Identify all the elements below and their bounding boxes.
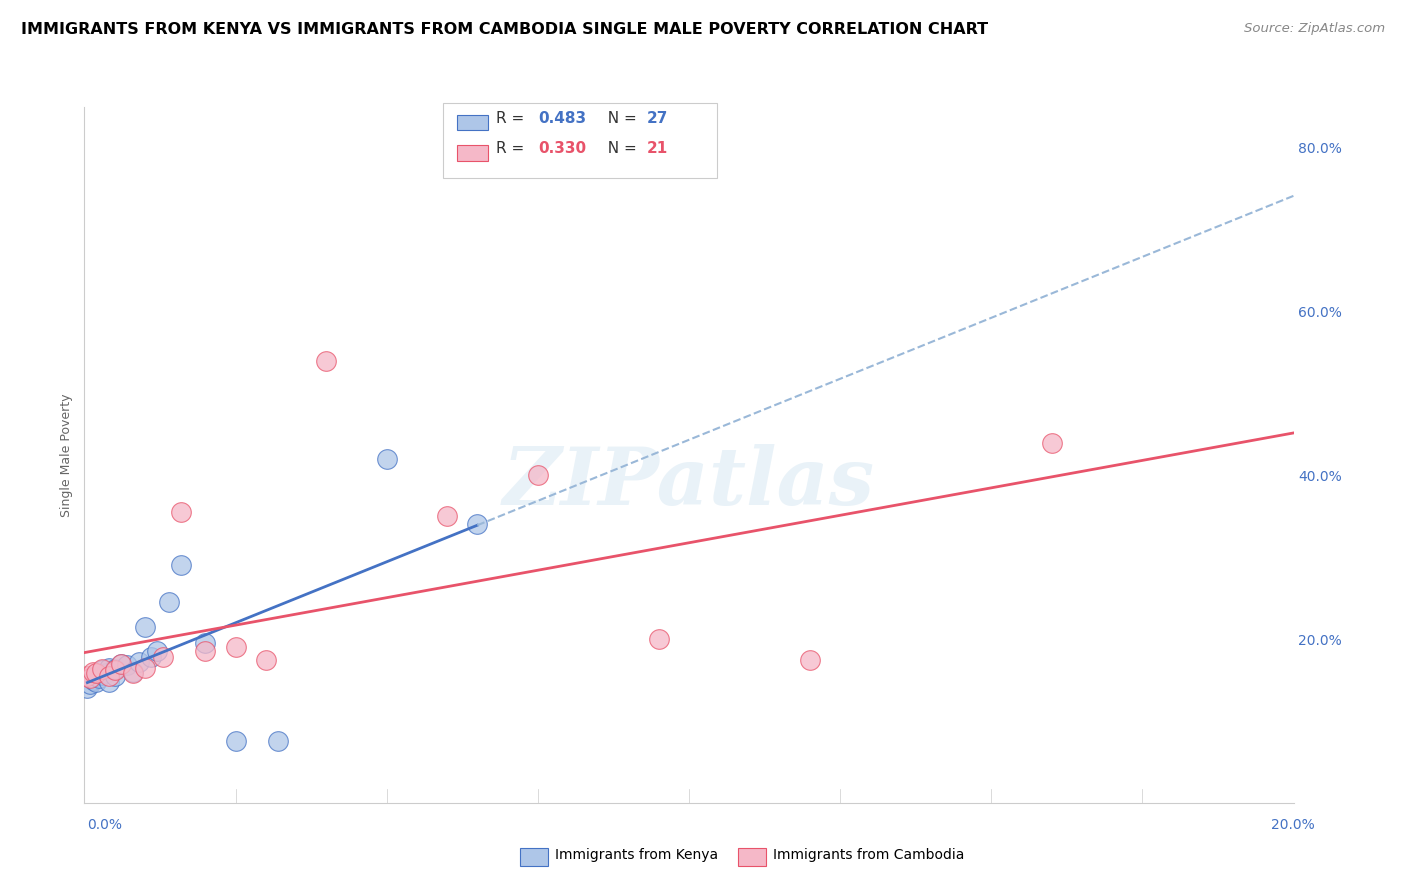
Text: 20.0%: 20.0% — [1271, 818, 1315, 832]
Text: 0.330: 0.330 — [538, 142, 586, 156]
Point — [267, 734, 290, 748]
Text: 27: 27 — [647, 112, 668, 126]
Point — [82, 665, 104, 679]
Text: R =: R = — [496, 112, 530, 126]
Text: 0.483: 0.483 — [538, 112, 586, 126]
Point — [79, 677, 101, 691]
Point — [91, 663, 114, 677]
Point — [254, 652, 277, 666]
Point — [436, 509, 458, 524]
Point — [375, 452, 398, 467]
Point — [170, 505, 193, 519]
Point — [115, 658, 138, 673]
Point — [91, 662, 114, 676]
Point — [86, 666, 108, 681]
Y-axis label: Single Male Poverty: Single Male Poverty — [60, 393, 73, 516]
Point — [79, 672, 101, 686]
Point — [799, 652, 821, 666]
Point — [91, 668, 114, 682]
Point — [157, 595, 180, 609]
Point — [76, 681, 98, 696]
Text: N =: N = — [598, 142, 641, 156]
Point — [225, 734, 247, 748]
Point — [104, 662, 127, 676]
Point — [194, 636, 217, 650]
Point — [225, 640, 247, 655]
Text: IMMIGRANTS FROM KENYA VS IMMIGRANTS FROM CAMBODIA SINGLE MALE POVERTY CORRELATIO: IMMIGRANTS FROM KENYA VS IMMIGRANTS FROM… — [21, 22, 988, 37]
Text: N =: N = — [598, 112, 641, 126]
Point — [104, 669, 127, 683]
Point — [121, 666, 143, 681]
Text: Source: ZipAtlas.com: Source: ZipAtlas.com — [1244, 22, 1385, 36]
Point — [104, 663, 127, 677]
Point — [110, 657, 132, 671]
Point — [315, 353, 337, 368]
Point — [128, 655, 150, 669]
Point — [121, 665, 143, 679]
Text: R =: R = — [496, 142, 530, 156]
Point — [146, 644, 169, 658]
Point — [648, 632, 671, 646]
Point — [110, 657, 132, 671]
Text: Immigrants from Kenya: Immigrants from Kenya — [555, 847, 718, 862]
Text: Immigrants from Cambodia: Immigrants from Cambodia — [773, 847, 965, 862]
Point — [82, 673, 104, 687]
Point — [97, 669, 120, 683]
Point — [134, 620, 156, 634]
Point — [86, 669, 108, 683]
Point — [170, 558, 193, 573]
Point — [527, 468, 550, 483]
Point — [139, 650, 162, 665]
Point — [1040, 435, 1063, 450]
Point — [97, 674, 120, 689]
Point — [194, 644, 217, 658]
Point — [134, 661, 156, 675]
Text: ZIPatlas: ZIPatlas — [503, 444, 875, 522]
Point — [89, 672, 111, 686]
Point — [467, 517, 489, 532]
Point — [94, 666, 117, 681]
Text: 0.0%: 0.0% — [87, 818, 122, 832]
Point — [76, 669, 98, 683]
Text: 21: 21 — [647, 142, 668, 156]
Point — [86, 674, 108, 689]
Point — [97, 661, 120, 675]
Point — [152, 650, 174, 665]
